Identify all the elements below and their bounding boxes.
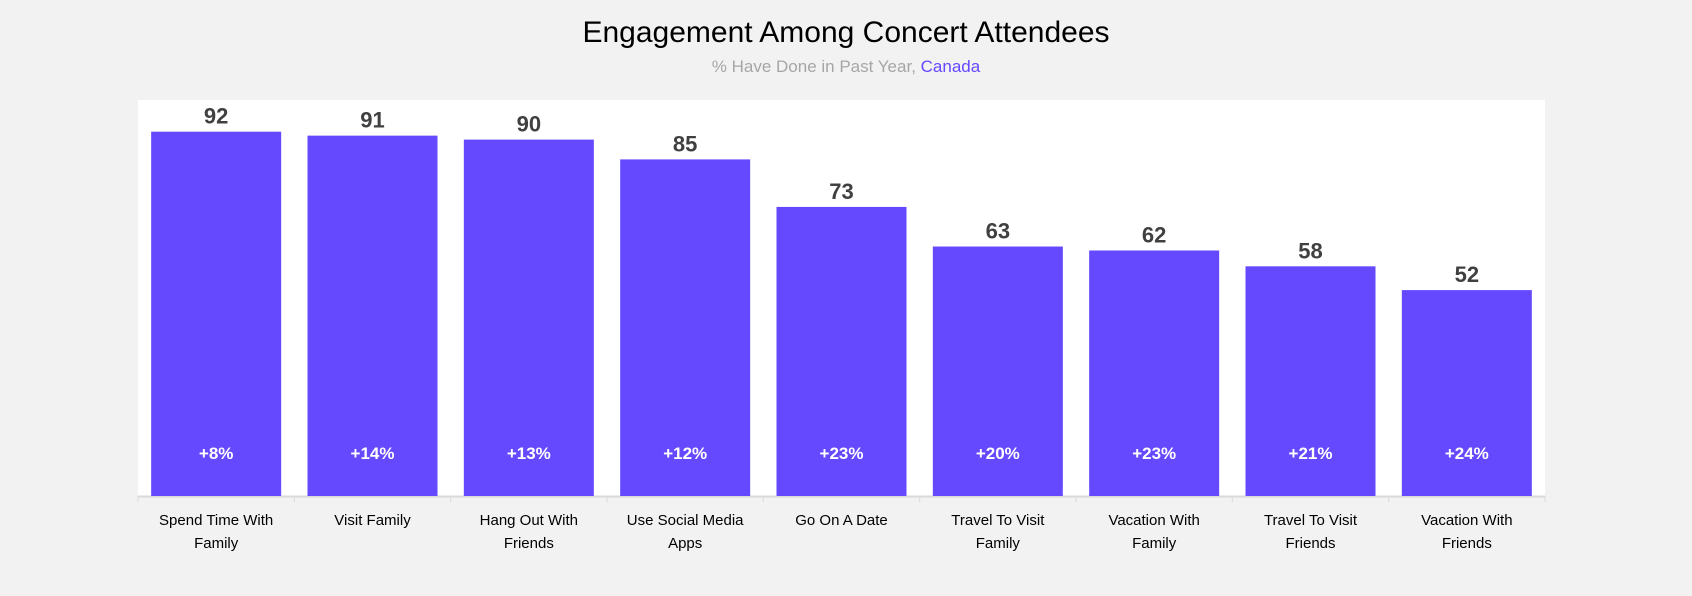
value-label: 90 [517,112,541,137]
chart-title: Engagement Among Concert Attendees [582,16,1110,49]
bar [463,139,594,496]
category-label: Use Social Media [627,512,744,529]
bar [1089,250,1220,496]
category-label: Family [194,535,239,552]
category-label: Spend Time With [159,512,273,529]
category-label: Apps [668,535,702,552]
category-label: Friends [1285,535,1335,552]
category-label: Travel To Visit [951,512,1045,529]
value-label: 63 [986,219,1010,244]
bar [1401,290,1532,496]
delta-label: +24% [1445,444,1489,463]
delta-label: +23% [820,444,864,463]
value-label: 58 [1298,238,1322,263]
category-label: Friends [1442,535,1492,552]
chart-subtitle: % Have Done in Past Year, Canada [0,57,1692,77]
bar [151,131,282,496]
subtitle-country: Canada [920,57,981,76]
value-label: 91 [360,108,384,133]
delta-label: +14% [351,444,395,463]
category-label: Travel To Visit [1264,512,1358,529]
category-label: Vacation With [1108,512,1199,529]
value-label: 52 [1455,262,1479,287]
category-label: Family [976,535,1021,552]
delta-label: +23% [1132,444,1176,463]
value-label: 85 [673,131,697,156]
category-label: Hang Out With [480,512,578,529]
delta-label: +21% [1289,444,1333,463]
bar [776,206,907,497]
value-label: 92 [204,104,228,129]
delta-label: +8% [199,444,234,463]
category-label: Friends [504,535,554,552]
delta-label: +13% [507,444,551,463]
subtitle-text: % Have Done in Past Year, [711,57,921,76]
delta-label: +20% [976,444,1020,463]
bar [307,135,438,496]
category-label: Go On A Date [795,512,888,529]
bar [932,246,1063,496]
value-label: 62 [1142,222,1166,247]
delta-label: +12% [663,444,707,463]
bar [620,159,751,496]
category-label: Vacation With [1421,512,1512,529]
value-label: 73 [829,179,853,204]
bar [1245,266,1376,496]
category-label: Visit Family [334,512,411,529]
category-label: Family [1132,535,1177,552]
